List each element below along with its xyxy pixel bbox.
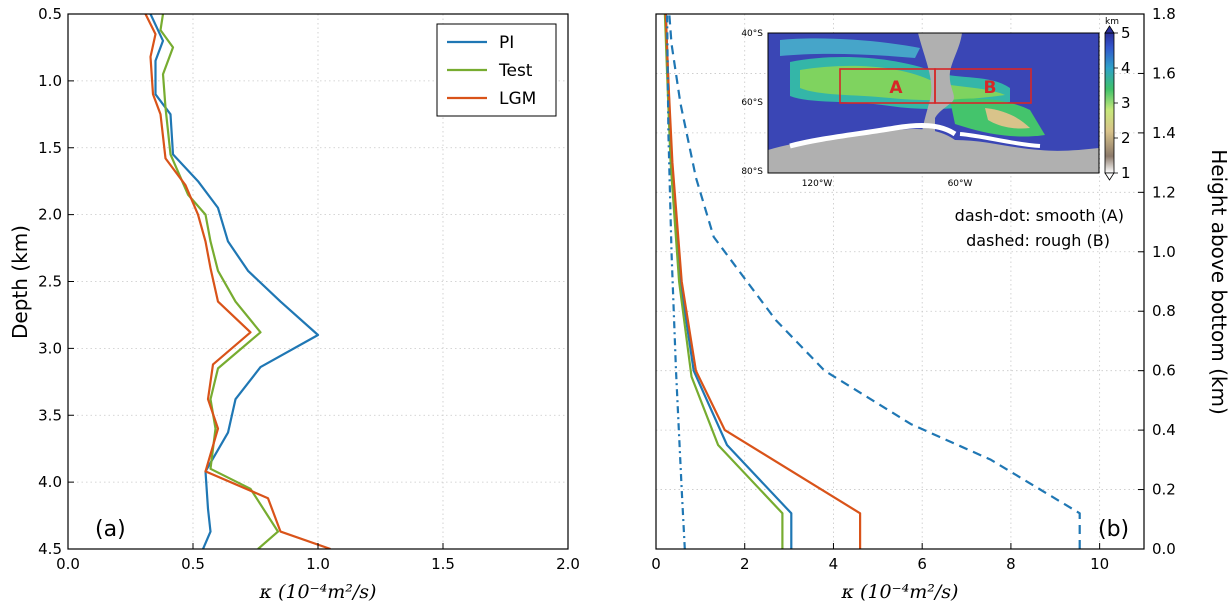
series-line-pi: [149, 14, 320, 549]
y-tick-label: 0.6: [1152, 362, 1176, 380]
y-tick-label: 1.4: [1152, 124, 1176, 142]
colorbar-tick-label: 1: [1121, 164, 1131, 182]
colorbar-tick-label: 5: [1121, 24, 1131, 42]
y-tick-label: 1.5: [38, 139, 62, 157]
colorbar: [1104, 32, 1115, 174]
x-tick-label: 2: [740, 555, 750, 573]
colorbar-tick-label: 2: [1121, 129, 1131, 147]
inset-land-antarctica: [768, 129, 1099, 173]
series-line-test: [159, 14, 280, 549]
y-tick-label: 3.5: [38, 406, 62, 424]
x-tick-label: 6: [917, 555, 927, 573]
legend-label-pi: PI: [499, 33, 514, 53]
x-tick-label: 10: [1090, 555, 1109, 573]
y-tick-label: 1.2: [1152, 183, 1176, 201]
y-tick-label: 0.4: [1152, 421, 1176, 439]
y-tick-label: 1.0: [1152, 243, 1176, 261]
series-line-rough-b: [668, 14, 1081, 549]
inset-shelf-edge-east: [959, 132, 1041, 148]
x-tick-label: 0: [651, 555, 661, 573]
axes-frame-b: [655, 13, 1145, 550]
y-tick-label: 4.5: [38, 540, 62, 558]
legend: PI Test LGM: [436, 23, 557, 117]
colorbar-bottom-arrow: [1104, 172, 1115, 181]
y-tick-label: 3.0: [38, 339, 62, 357]
y-tick-label: 1.6: [1152, 64, 1176, 82]
region-a-label: A: [889, 78, 903, 98]
panel-label-b: (b): [1098, 517, 1129, 542]
y-tick-label: 0.2: [1152, 481, 1176, 499]
y-tick-label: 0.8: [1152, 302, 1176, 320]
y-tick-label: 2.5: [38, 273, 62, 291]
region-b-label: B: [984, 78, 997, 98]
y-tick-label: 1.0: [38, 72, 62, 90]
x-axis-label-a: κ (10⁻⁴m²/s): [259, 581, 377, 603]
series-line-smooth-a: [666, 14, 686, 549]
inset-shelf-edge: [789, 123, 957, 149]
colorbar-ticks: 1 2 3 4 5: [1114, 24, 1131, 182]
inset-ytick-40s: 40°S: [741, 29, 763, 39]
inset-ytick-60s: 60°S: [741, 98, 763, 108]
y-tick-label: 0.0: [1152, 540, 1176, 558]
series-lines-a: [144, 14, 331, 549]
colorbar-tick-label: 4: [1121, 59, 1131, 77]
y-tick-label: 2.0: [38, 206, 62, 224]
panel-a: 0.0 0.5 1.0 1.5 2.0 0.5 1.0 1.5 2.0 2.5 3.0 3.5 4.0 4…: [8, 5, 580, 603]
ticks-a: 0.0 0.5 1.0 1.5 2.0 0.5 1.0 1.5 2.0 2.5 3.0 3.5 4.0 4…: [38, 5, 580, 573]
x-tick-label: 1.0: [306, 555, 330, 573]
inset-arc-shallow: [985, 108, 1030, 129]
inset-ytick-80s: 80°S: [741, 167, 763, 177]
inset-xtick-60w: 60°W: [948, 179, 973, 189]
x-tick-label: 1.5: [431, 555, 455, 573]
y-tick-label: 4.0: [38, 473, 62, 491]
annotation-dash-dot: dash-dot: smooth (A): [955, 206, 1124, 225]
y-axis-label-b: Height above bottom (km): [1207, 149, 1230, 415]
inset-xtick-120w: 120°W: [802, 179, 833, 189]
y-tick-label: 0.5: [38, 5, 62, 23]
series-line-lgm: [144, 14, 331, 549]
inset-map: A B 40°S 60°S 80°S 120°W 60°W km 1 2 3 4 5: [741, 17, 1130, 189]
inset-frame: [767, 32, 1100, 174]
x-tick-label: 0.0: [56, 555, 80, 573]
x-tick-label: 4: [829, 555, 839, 573]
annotation-dashed: dashed: rough (B): [966, 231, 1110, 250]
x-tick-label: 8: [1006, 555, 1016, 573]
colorbar-unit-label: km: [1105, 17, 1119, 27]
x-tick-label: 0.5: [181, 555, 205, 573]
colorbar-top-arrow: [1104, 25, 1115, 34]
legend-label-lgm: LGM: [499, 89, 536, 109]
colorbar-tick-label: 3: [1121, 94, 1131, 112]
legend-label-test: Test: [498, 61, 533, 81]
grid-b: [655, 13, 1144, 550]
inset-ridge-crest: [800, 65, 1005, 101]
panel-label-a: (a): [95, 517, 126, 542]
inset-north-shelf: [780, 38, 920, 58]
series-lines-b: [663, 14, 1081, 549]
region-b-box: [934, 68, 1032, 104]
panel-b: 0 2 4 6 8 10 0.0 0.2 0.4 0.6 0.8 1.0 1.2 1.4 1.6 1.8 (b…: [651, 5, 1230, 603]
x-tick-label: 2.0: [556, 555, 580, 573]
x-axis-label-b: κ (10⁻⁴m²/s): [841, 581, 959, 603]
y-tick-label: 1.8: [1152, 5, 1176, 23]
y-axis-label-a: Depth (km): [8, 225, 32, 339]
ticks-b: 0 2 4 6 8 10 0.0 0.2 0.4 0.6 0.8 1.0 1.2 1.4 1.6 1.8: [651, 5, 1176, 573]
